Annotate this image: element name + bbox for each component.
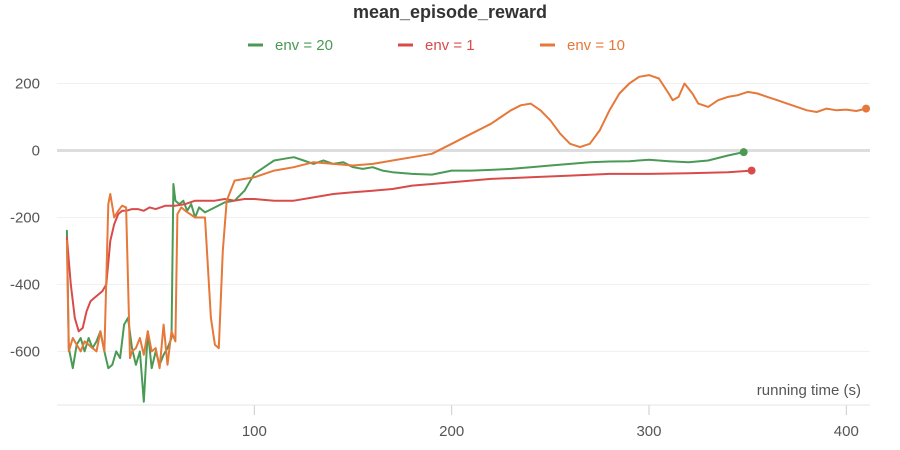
y-tick-label: 200: [15, 75, 40, 92]
legend-item-3[interactable]: env = 10: [540, 37, 625, 54]
legend-label: env = 20: [275, 37, 333, 54]
legend-item-1[interactable]: env = 20: [248, 37, 333, 54]
y-tick-label: -200: [10, 209, 40, 226]
series-line-1: [65, 151, 745, 403]
chart-title: mean_episode_reward: [353, 2, 547, 22]
y-tick-label: -400: [10, 276, 40, 293]
grid: [57, 82, 870, 352]
series-line-3: [65, 74, 868, 370]
series-line-2: [65, 169, 753, 333]
x-tick-label: 300: [636, 423, 661, 440]
legend[interactable]: env = 20 env = 1 env = 10: [248, 37, 625, 54]
legend-label: env = 1: [425, 37, 475, 54]
series-end-point: [862, 104, 871, 113]
series-layer: [65, 74, 871, 403]
y-tick-label: -600: [10, 343, 40, 360]
x-tick-label: 200: [439, 423, 464, 440]
legend-label: env = 10: [567, 37, 625, 54]
x-tick-label: 400: [834, 423, 859, 440]
y-axis-ticks: 200 0 -200 -400 -600: [10, 75, 40, 360]
y-tick-label: 0: [32, 142, 40, 159]
legend-item-2[interactable]: env = 1: [398, 37, 475, 54]
series-end-point: [747, 166, 756, 175]
series-end-point: [739, 148, 748, 157]
x-tick-label: 100: [242, 423, 267, 440]
x-axis-ticks: 100 200 300 400: [242, 405, 859, 440]
x-axis-label: running time (s): [757, 382, 861, 399]
